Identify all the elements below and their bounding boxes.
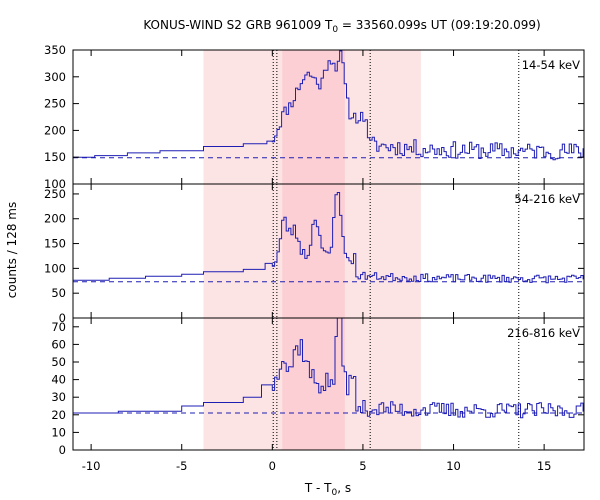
- y-tick-label: 0: [59, 311, 66, 325]
- x-axis-title-suffix: , s: [337, 481, 351, 495]
- shaded-interval-main: [282, 184, 345, 318]
- y-tick-label: 150: [44, 150, 66, 164]
- x-tick-label: -5: [176, 459, 187, 473]
- x-axis-title-prefix: T - T: [304, 481, 332, 495]
- y-tick-label: 10: [51, 425, 66, 439]
- x-tick-label: 5: [359, 459, 366, 473]
- y-tick-label: 40: [51, 373, 66, 387]
- y-tick-label: 150: [44, 237, 66, 251]
- y-tick-label: 50: [51, 286, 66, 300]
- panel-1: 100 150 200 250 300 350 14-54 keV: [44, 43, 585, 191]
- y-axis-title: counts / 128 ms: [5, 202, 19, 298]
- y-tick-label: 100: [44, 261, 66, 275]
- x-axis: -10 -5 0 5 10 15: [82, 459, 552, 473]
- energy-band-label: 216-816 keV: [507, 326, 580, 340]
- y-tick-label: 60: [51, 337, 66, 351]
- y-tick-label: 20: [51, 408, 66, 422]
- x-tick-label: 15: [537, 459, 552, 473]
- y-tick-label: 300: [44, 70, 66, 84]
- x-tick-label: -10: [82, 459, 101, 473]
- y-tick-label: 200: [44, 123, 66, 137]
- y-tick-label: 50: [51, 355, 66, 369]
- light-curve: [73, 192, 584, 284]
- shaded-interval-main: [282, 50, 345, 184]
- y-tick-label: 250: [44, 187, 66, 201]
- panel-2: 0 50 100 150 200 250 54-216 keV: [44, 183, 585, 325]
- chart-title-subscript: 0: [332, 25, 338, 35]
- chart-title-prefix: KONUS-WIND S2 GRB 961009 T: [143, 18, 333, 32]
- panel-frame: [72, 317, 585, 451]
- energy-band-label: 54-216 keV: [514, 192, 580, 206]
- chart-title-suffix: = 33560.099s UT (09:19:20.099): [338, 18, 541, 32]
- y-tick-label: 30: [51, 390, 66, 404]
- x-axis-title-subscript: 0: [332, 488, 338, 498]
- light-curve: [73, 317, 584, 419]
- x-tick-label: 10: [446, 459, 461, 473]
- energy-band-label: 14-54 keV: [522, 58, 580, 72]
- x-tick-label: 0: [269, 459, 276, 473]
- y-tick-label: 250: [44, 97, 66, 111]
- y-tick-label: 70: [51, 320, 66, 334]
- chart-title: KONUS-WIND S2 GRB 961009 T0 = 33560.099s…: [143, 18, 540, 35]
- y-tick-label: 0: [59, 443, 66, 457]
- panel-3: 0 10 20 30 40 50 60 70 216-816 keV: [51, 317, 585, 457]
- y-tick-label: 100: [44, 177, 66, 191]
- y-tick-label: 200: [44, 212, 66, 226]
- light-curve: [73, 50, 584, 161]
- y-tick-label: 350: [44, 43, 66, 57]
- x-axis-title: T - T0, s: [304, 481, 351, 498]
